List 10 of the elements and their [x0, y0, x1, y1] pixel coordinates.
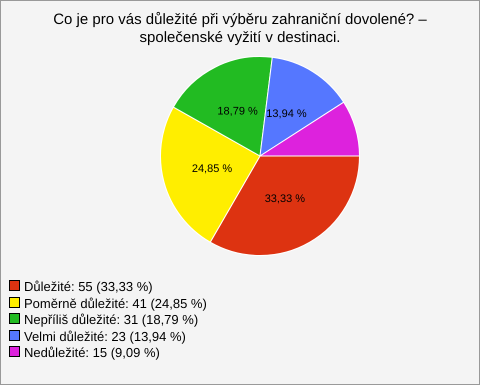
legend-label: Poměrně důležité: 41 (24,85 %): [23, 296, 207, 312]
legend-label: Nedůležité: 15 (9,09 %): [23, 345, 161, 362]
chart-title: Co je pro vás důležité při výběru zahraniční dovolené? – společenské vyžití v destinaci.: [52, 11, 428, 47]
data-label: 24,85 %: [192, 163, 232, 176]
data-label: 13,94 %: [266, 108, 307, 120]
data-label: 18,79 %: [217, 106, 258, 118]
legend-label: Velmi důležité: 23 (13,94 %): [23, 328, 187, 345]
legend-label: Nepříliš důležité: 31 (18,79 %): [23, 312, 200, 328]
legend-label: Důležité: 55 (33,33 %): [23, 279, 154, 296]
data-label: 33,33 %: [264, 193, 306, 206]
